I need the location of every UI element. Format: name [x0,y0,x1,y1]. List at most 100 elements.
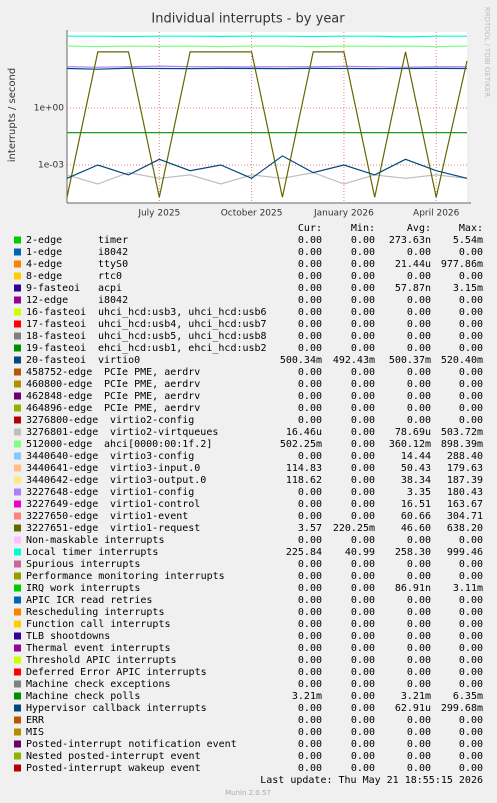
legend-stat: 0.00 [459,571,483,582]
legend-stat: 78.69u [395,427,431,438]
legend-stat: 0.00 [407,631,431,642]
legend-stat: 0.00 [298,391,322,402]
legend-swatch [14,272,21,280]
legend-name: TLB shootdowns [26,631,110,642]
last-update: Last update: Thu May 21 18:55:15 2026 [260,775,483,786]
series-line [66,155,468,179]
legend-description: ehci_hcd:usb1, ehci_hcd:usb2 [98,343,267,354]
legend-name: 3440640-edge [26,451,98,462]
legend-stat: 0.00 [407,595,431,606]
legend-swatch [14,368,21,376]
legend-swatch [14,464,21,472]
legend-stat: 0.00 [407,343,431,354]
legend-stat: 0.00 [459,295,483,306]
legend-stat: 0.00 [407,271,431,282]
legend-stat: 0.00 [459,307,483,318]
legend-name: 9-fasteoi [26,283,80,294]
legend-stat: 0.00 [407,715,431,726]
legend-description: virtio3-input.0 [110,463,200,474]
legend-stat: 0.00 [459,619,483,630]
legend-description: PCIe PME, aerdrv [104,391,200,402]
legend-stat: 0.00 [351,307,375,318]
legend-swatch [14,692,21,700]
x-tick-label: April 2026 [413,209,460,219]
legend-description: uhci_hcd:usb5, uhci_hcd:usb8 [98,331,267,342]
legend-swatch [14,752,21,760]
legend-name: 1-edge [26,247,62,258]
legend-name: 19-fasteoi [26,343,86,354]
legend-name: APIC ICR read retries [26,595,152,606]
legend-stat: 0.00 [407,379,431,390]
legend-swatch [14,548,21,556]
x-tick-label: July 2025 [137,209,180,219]
legend-stat: 0.00 [351,391,375,402]
legend-stat: 0.00 [459,391,483,402]
legend-description: i8042 [98,247,128,258]
legend-swatch [14,248,21,256]
legend-stat: 0.00 [459,727,483,738]
legend-stat: 0.00 [351,739,375,750]
legend-stat: 16.51 [401,499,431,510]
y-axis-label: interrupts / second [7,68,18,162]
legend-stat: 0.00 [298,631,322,642]
legend-stat: 46.60 [401,523,431,534]
legend-stat: 0.00 [459,715,483,726]
legend-stat: 0.00 [407,727,431,738]
legend-stat: 0.00 [407,751,431,762]
legend-stat: 0.00 [351,751,375,762]
legend-name: 458752-edge [26,367,92,378]
legend-swatch [14,416,21,424]
legend-stat: 288.40 [447,451,483,462]
legend-stat: 0.00 [459,379,483,390]
legend-stat: 0.00 [351,295,375,306]
legend-stat: 0.00 [298,571,322,582]
legend-stat: 0.00 [298,559,322,570]
legend-swatch [14,308,21,316]
legend-stat: 0.00 [351,763,375,774]
legend-stat: 492.43m [333,355,375,366]
column-header: Min: [351,223,375,234]
legend-stat: 0.00 [407,307,431,318]
legend-stat: 57.87n [395,283,431,294]
legend-stat: 0.00 [459,331,483,342]
legend-swatch [14,608,21,616]
legend-swatch [14,728,21,736]
legend-stat: 0.00 [459,343,483,354]
legend-stat: 0.00 [351,571,375,582]
legend-stat: 0.00 [351,631,375,642]
legend-stat: 0.00 [298,319,322,330]
legend-stat: 0.00 [298,535,322,546]
legend-name: 3227648-edge [26,487,98,498]
legend-stat: 0.00 [459,679,483,690]
legend-swatch [14,380,21,388]
legend-stat: 0.00 [298,379,322,390]
legend-swatch [14,404,21,412]
legend-swatch [14,704,21,712]
legend-stat: 3.21m [401,691,431,702]
column-header: Avg: [407,223,431,234]
legend-stat: 0.00 [351,247,375,258]
legend-stat: 0.00 [298,583,322,594]
legend-name: 18-fasteoi [26,331,86,342]
legend-description: virtio2-virtqueues [110,427,218,438]
legend-stat: 0.00 [351,655,375,666]
legend-stat: 0.00 [298,679,322,690]
legend-stat: 114.83 [286,463,322,474]
legend-name: 3440641-edge [26,463,98,474]
legend-stat: 40.99 [345,547,375,558]
legend-name: Machine check polls [26,691,140,702]
legend-stat: 0.00 [298,703,322,714]
legend-stat: 0.00 [351,619,375,630]
legend-stat: 179.63 [447,463,483,474]
legend-stat: 638.20 [447,523,483,534]
legend-swatch [14,356,21,364]
legend-stat: 0.00 [298,271,322,282]
legend-stat: 0.00 [459,763,483,774]
legend-stat: 14.44 [401,451,431,462]
legend-description: virtio1-config [110,487,194,498]
legend-stat: 0.00 [351,607,375,618]
legend-description: virtio1-event [110,511,188,522]
legend-stat: 0.00 [298,739,322,750]
